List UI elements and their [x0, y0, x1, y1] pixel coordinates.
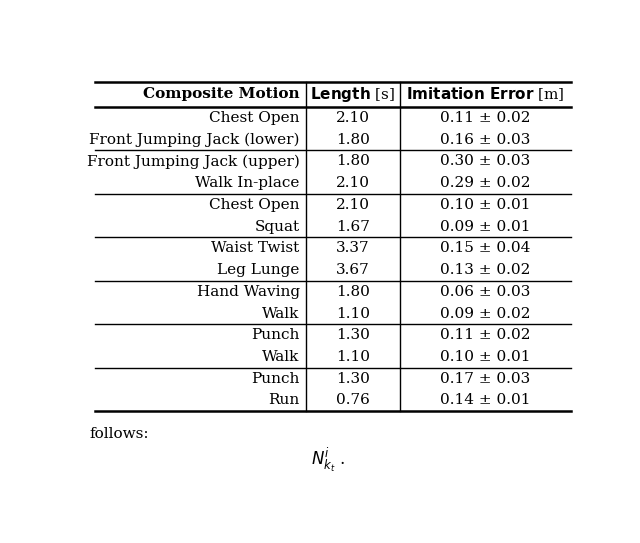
- Text: 3.37: 3.37: [336, 241, 370, 255]
- Text: 0.09 ± 0.01: 0.09 ± 0.01: [440, 219, 531, 233]
- Text: Hand Waving: Hand Waving: [196, 285, 300, 299]
- Text: 0.10 ± 0.01: 0.10 ± 0.01: [440, 198, 531, 212]
- Text: 2.10: 2.10: [336, 111, 370, 125]
- Text: Run: Run: [268, 394, 300, 407]
- Text: Chest Open: Chest Open: [209, 111, 300, 125]
- Text: $\mathbf{Imitation\ Error}$ [m]: $\mathbf{Imitation\ Error}$ [m]: [406, 86, 564, 103]
- Text: 0.06 ± 0.03: 0.06 ± 0.03: [440, 285, 531, 299]
- Text: 0.09 ± 0.02: 0.09 ± 0.02: [440, 306, 531, 320]
- Text: 1.30: 1.30: [336, 329, 370, 342]
- Text: Punch: Punch: [252, 329, 300, 342]
- Text: 0.16 ± 0.03: 0.16 ± 0.03: [440, 132, 531, 147]
- Text: Walk: Walk: [262, 306, 300, 320]
- Text: Walk: Walk: [262, 350, 300, 364]
- Text: Leg Lunge: Leg Lunge: [218, 263, 300, 277]
- Text: Punch: Punch: [252, 372, 300, 386]
- Text: 1.80: 1.80: [336, 132, 370, 147]
- Text: 0.10 ± 0.01: 0.10 ± 0.01: [440, 350, 531, 364]
- Text: 0.17 ± 0.03: 0.17 ± 0.03: [440, 372, 531, 386]
- Text: 0.30 ± 0.03: 0.30 ± 0.03: [440, 154, 531, 168]
- Text: 1.10: 1.10: [336, 350, 370, 364]
- Text: $N_{k_t}^{i}$ .: $N_{k_t}^{i}$ .: [311, 445, 345, 473]
- Text: 0.15 ± 0.04: 0.15 ± 0.04: [440, 241, 531, 255]
- Text: 0.76: 0.76: [336, 394, 370, 407]
- Text: 1.80: 1.80: [336, 154, 370, 168]
- Text: Front Jumping Jack (upper): Front Jumping Jack (upper): [87, 154, 300, 168]
- Text: Chest Open: Chest Open: [209, 198, 300, 212]
- Text: Walk In-place: Walk In-place: [195, 176, 300, 190]
- Text: 0.14 ± 0.01: 0.14 ± 0.01: [440, 394, 531, 407]
- Text: 2.10: 2.10: [336, 176, 370, 190]
- Text: 3.67: 3.67: [336, 263, 370, 277]
- Text: follows:: follows:: [90, 427, 150, 441]
- Text: 0.11 ± 0.02: 0.11 ± 0.02: [440, 329, 531, 342]
- Text: 1.80: 1.80: [336, 285, 370, 299]
- Text: 2.10: 2.10: [336, 198, 370, 212]
- Text: 0.29 ± 0.02: 0.29 ± 0.02: [440, 176, 531, 190]
- Text: Front Jumping Jack (lower): Front Jumping Jack (lower): [89, 132, 300, 147]
- Text: 1.67: 1.67: [336, 219, 370, 233]
- Text: Composite Motion: Composite Motion: [143, 87, 300, 102]
- Text: Squat: Squat: [255, 219, 300, 233]
- Text: 1.10: 1.10: [336, 306, 370, 320]
- Text: 1.30: 1.30: [336, 372, 370, 386]
- Text: 0.11 ± 0.02: 0.11 ± 0.02: [440, 111, 531, 125]
- Text: Waist Twist: Waist Twist: [211, 241, 300, 255]
- Text: $\mathbf{Length}$ [s]: $\mathbf{Length}$ [s]: [310, 85, 396, 104]
- Text: 0.13 ± 0.02: 0.13 ± 0.02: [440, 263, 531, 277]
